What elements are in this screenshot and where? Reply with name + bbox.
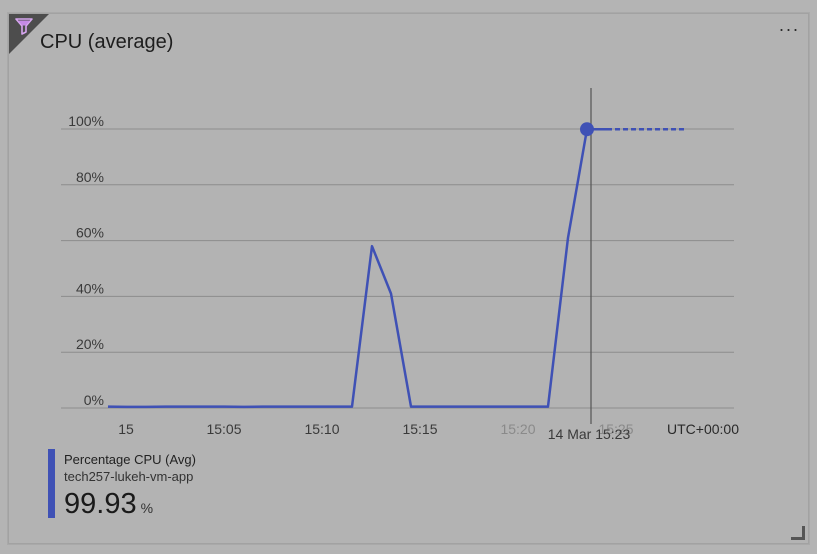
ellipsis-icon[interactable]: ··· xyxy=(778,19,800,39)
y-tick-label: 60% xyxy=(76,225,104,241)
x-tick-label: 15 xyxy=(118,421,134,437)
cpu-line-chart[interactable]: 0% 20% 40% 60% 80% 100% 15 15:05 15:10 15:15 15:20… xyxy=(9,14,810,545)
tile-title: CPU (average) xyxy=(40,31,174,53)
timezone-label: UTC+00:00 xyxy=(667,421,739,437)
filter-icon[interactable] xyxy=(15,17,33,35)
cpu-chart-tile[interactable]: CPU (average) ··· 0% 20% 40% 60% 80% 100% 15 15… xyxy=(8,13,809,544)
x-tick-label: 15:05 xyxy=(206,421,241,437)
crosshair-time-label: 14 Mar 15:23 xyxy=(548,426,631,442)
legend-value-number: 99.93 xyxy=(64,488,137,520)
series-line xyxy=(107,127,607,409)
y-tick-label: 100% xyxy=(68,113,104,129)
legend-metric-name: Percentage CPU (Avg) xyxy=(64,452,196,467)
x-tick-label: 15:20 xyxy=(500,421,535,437)
legend-resource-name: tech257-lukeh-vm-app xyxy=(64,469,194,484)
legend-color-swatch xyxy=(48,449,55,518)
x-tick-label: 15:25 xyxy=(598,421,633,437)
y-tick-label: 20% xyxy=(76,336,104,352)
legend-value-unit: % xyxy=(140,500,154,516)
x-tick-label: 15:15 xyxy=(402,421,437,437)
x-tick-label: 15:10 xyxy=(304,421,339,437)
highlight-point[interactable] xyxy=(580,122,594,137)
y-tick-label: 40% xyxy=(76,280,104,296)
y-tick-label: 0% xyxy=(84,392,104,408)
resize-handle-icon[interactable] xyxy=(791,526,805,540)
y-tick-label: 80% xyxy=(76,169,104,185)
legend-value: 99.93% xyxy=(64,488,196,521)
legend[interactable]: Percentage CPU (Avg) tech257-lukeh-vm-ap… xyxy=(64,451,196,521)
